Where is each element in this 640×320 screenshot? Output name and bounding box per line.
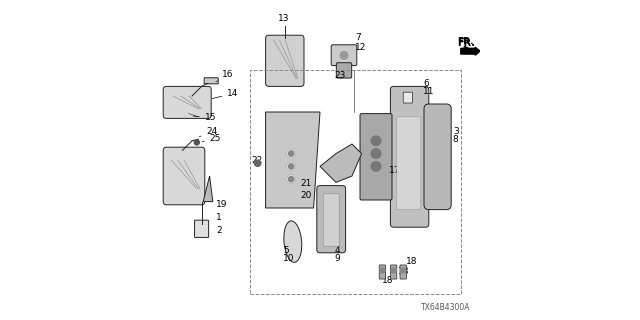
Circle shape: [287, 175, 295, 183]
Text: 14: 14: [212, 89, 239, 99]
Text: 8: 8: [453, 135, 458, 144]
Text: 23: 23: [334, 71, 346, 80]
FancyBboxPatch shape: [323, 194, 339, 246]
FancyBboxPatch shape: [204, 78, 218, 84]
FancyBboxPatch shape: [163, 147, 205, 205]
FancyBboxPatch shape: [390, 86, 429, 227]
FancyBboxPatch shape: [379, 265, 385, 279]
Text: TX64B4300A: TX64B4300A: [421, 303, 470, 312]
Text: 18: 18: [383, 276, 394, 285]
FancyBboxPatch shape: [163, 86, 211, 118]
Text: 25: 25: [202, 134, 221, 143]
Text: 6: 6: [424, 79, 429, 88]
FancyBboxPatch shape: [397, 117, 421, 210]
Circle shape: [371, 162, 381, 171]
Circle shape: [401, 268, 406, 273]
Polygon shape: [320, 144, 362, 182]
Polygon shape: [266, 112, 320, 208]
Text: 18: 18: [406, 257, 418, 266]
Text: 17: 17: [396, 147, 407, 156]
Text: FR.: FR.: [458, 37, 474, 46]
Text: 7: 7: [355, 33, 361, 42]
FancyBboxPatch shape: [337, 63, 352, 78]
FancyArrow shape: [461, 47, 480, 55]
Text: 4: 4: [334, 246, 340, 255]
Text: 9: 9: [334, 254, 340, 263]
Text: 3: 3: [453, 127, 458, 136]
Circle shape: [255, 160, 261, 166]
FancyBboxPatch shape: [424, 104, 451, 210]
Circle shape: [371, 149, 381, 158]
FancyBboxPatch shape: [360, 114, 392, 200]
Text: 19: 19: [216, 200, 227, 209]
Text: 17: 17: [389, 166, 401, 175]
Circle shape: [287, 163, 295, 170]
FancyBboxPatch shape: [400, 265, 406, 279]
Text: 16: 16: [216, 70, 234, 82]
FancyBboxPatch shape: [195, 220, 209, 237]
Text: 22: 22: [251, 156, 262, 165]
FancyBboxPatch shape: [317, 186, 346, 253]
FancyBboxPatch shape: [332, 45, 357, 66]
Circle shape: [195, 140, 200, 145]
Text: 2: 2: [216, 226, 221, 235]
Text: 11: 11: [424, 87, 435, 96]
Text: FR.: FR.: [458, 38, 476, 48]
Text: 10: 10: [283, 254, 294, 263]
FancyBboxPatch shape: [390, 265, 397, 279]
Text: 15: 15: [193, 113, 216, 122]
FancyBboxPatch shape: [266, 35, 304, 86]
Circle shape: [371, 136, 381, 146]
Text: 18: 18: [398, 267, 410, 276]
Text: 20: 20: [301, 191, 312, 200]
Polygon shape: [204, 176, 212, 202]
Circle shape: [340, 52, 348, 59]
Circle shape: [380, 268, 385, 273]
Ellipse shape: [284, 221, 301, 262]
Text: 5: 5: [283, 246, 289, 255]
Text: 13: 13: [278, 14, 290, 23]
Text: 24: 24: [200, 127, 218, 137]
FancyBboxPatch shape: [403, 92, 413, 103]
Text: 12: 12: [355, 43, 367, 52]
Circle shape: [391, 268, 396, 273]
Circle shape: [287, 150, 295, 157]
Text: 21: 21: [301, 179, 312, 188]
Text: 1: 1: [216, 213, 221, 222]
